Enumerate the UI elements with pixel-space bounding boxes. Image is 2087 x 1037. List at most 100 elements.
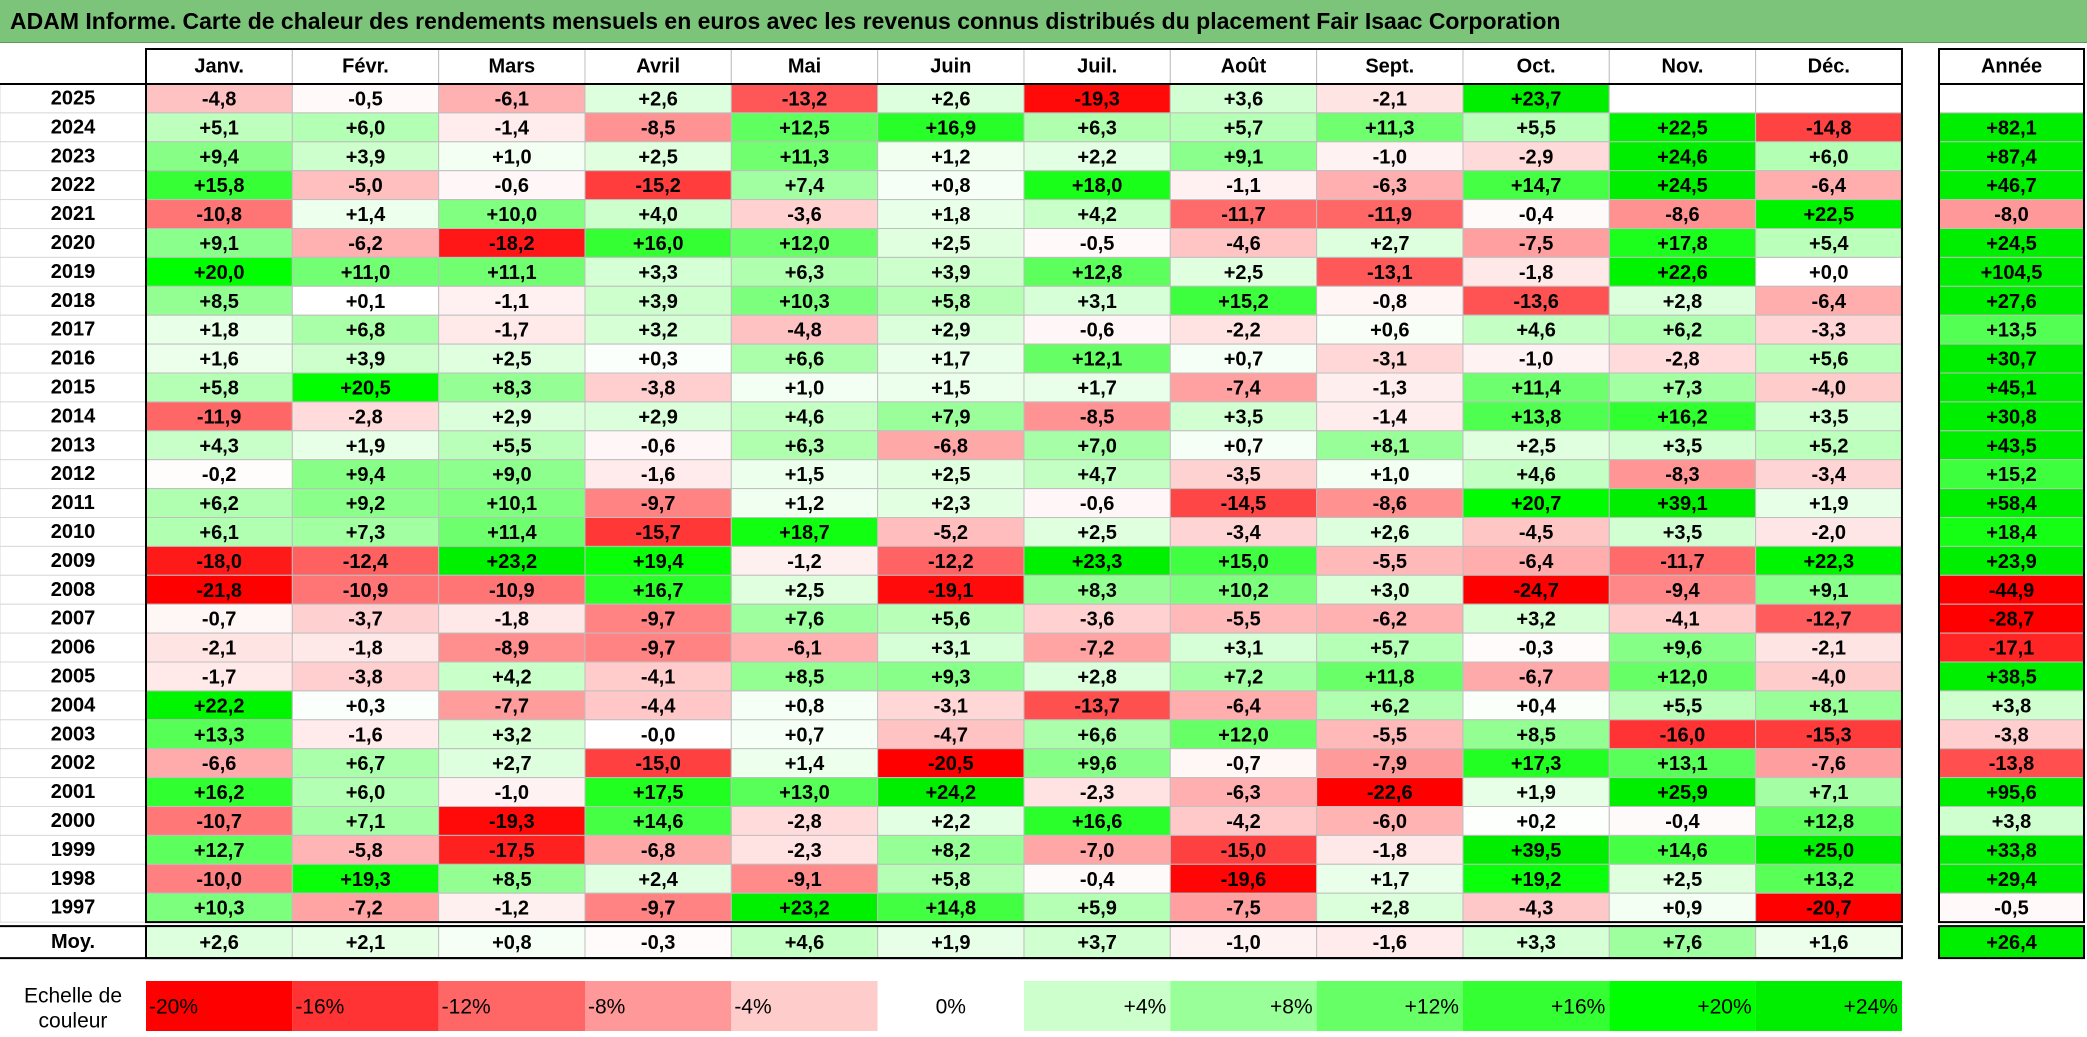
heatmap-cell bbox=[730, 748, 879, 779]
heatmap-cell-value: +9,3 bbox=[931, 666, 970, 688]
heatmap-cell-value: -16,0 bbox=[1660, 724, 1706, 746]
heatmap-cell bbox=[1462, 719, 1610, 750]
color-scale-stop-label: -12% bbox=[442, 996, 491, 1019]
heatmap-cell-value: -6,4 bbox=[1812, 291, 1847, 313]
heatmap-cell-value: -5,5 bbox=[1373, 551, 1407, 573]
heatmap-cell-value: +5,8 bbox=[931, 291, 970, 313]
heatmap-cell bbox=[291, 545, 440, 576]
heatmap-cell-value: +1,0 bbox=[1370, 464, 1409, 486]
heatmap-cell-value: +17,8 bbox=[1657, 233, 1708, 255]
annual-cell bbox=[1938, 141, 2085, 172]
heatmap-cell bbox=[438, 199, 586, 230]
heatmap-cell-value: +3,2 bbox=[1516, 609, 1555, 631]
heatmap-cell-value: -1,7 bbox=[495, 320, 529, 342]
heatmap-cell-value: -9,4 bbox=[1665, 580, 1700, 602]
heatmap-cell-value: -1,1 bbox=[495, 291, 529, 313]
heatmap-cell-value: +1,8 bbox=[199, 320, 238, 342]
heatmap-cell bbox=[438, 834, 586, 865]
heatmap-cell bbox=[730, 574, 879, 605]
heatmap-cell-value: -0,7 bbox=[1226, 753, 1260, 775]
heatmap-cell-value: +22,6 bbox=[1657, 262, 1708, 284]
heatmap-cell-value: +10,3 bbox=[194, 898, 245, 920]
heatmap-cell-value: +9,1 bbox=[199, 233, 238, 255]
row-year-label: 2024 bbox=[51, 116, 96, 138]
average-cell bbox=[1169, 925, 1318, 959]
heatmap-cell-value: +7,9 bbox=[931, 406, 970, 428]
heatmap-cell-value: +4,0 bbox=[638, 204, 677, 226]
heatmap-cell-value: +12,8 bbox=[1072, 262, 1123, 284]
row-year-label: 2000 bbox=[51, 810, 96, 832]
heatmap-cell-value: +1,9 bbox=[1516, 782, 1555, 804]
heatmap-cell-value: -18,2 bbox=[489, 233, 535, 255]
heatmap-cell-value: +0,3 bbox=[638, 349, 677, 371]
heatmap-cell bbox=[145, 199, 293, 230]
heatmap-cell bbox=[730, 892, 879, 923]
heatmap-cell-value: +7,4 bbox=[785, 175, 825, 197]
heatmap-cell-value: +3,0 bbox=[1370, 580, 1409, 602]
heatmap-cell bbox=[730, 430, 879, 461]
heatmap-cell-value: +9,4 bbox=[346, 464, 386, 486]
heatmap-cell-value: +8,1 bbox=[1809, 695, 1848, 717]
heatmap-cell-value: +16,7 bbox=[633, 580, 684, 602]
heatmap-cell-value: +3,9 bbox=[638, 291, 677, 313]
heatmap-cell-value: -13,7 bbox=[1074, 695, 1120, 717]
heatmap-cell-value: +1,4 bbox=[346, 204, 386, 226]
heatmap-cell-value: -1,8 bbox=[348, 638, 382, 660]
heatmap-cell-value: -6,4 bbox=[1812, 175, 1847, 197]
heatmap-cell-value: +0,1 bbox=[346, 291, 385, 313]
heatmap-cell-value: +3,9 bbox=[346, 146, 385, 168]
heatmap-cell bbox=[584, 834, 732, 865]
row-label-cell bbox=[0, 517, 147, 547]
heatmap-cell bbox=[1169, 430, 1318, 461]
year-column-header-label: Année bbox=[1981, 56, 2042, 78]
heatmap-cell-value: +22,5 bbox=[1657, 117, 1708, 139]
heatmap-cell-value: -6,0 bbox=[1373, 811, 1407, 833]
heatmap-cell bbox=[584, 488, 732, 519]
heatmap-cell-value: -3,5 bbox=[1226, 464, 1260, 486]
heatmap-cell-value: +2,7 bbox=[492, 753, 531, 775]
heatmap-cell bbox=[1023, 256, 1171, 287]
heatmap-cell bbox=[438, 777, 586, 807]
heatmap-cell bbox=[1755, 863, 1903, 894]
row-label-cell bbox=[0, 256, 147, 287]
row-year-label: 2020 bbox=[51, 232, 96, 254]
average-cell-value: +7,6 bbox=[1663, 932, 1702, 954]
heatmap-cell-value: -6,1 bbox=[495, 88, 529, 110]
heatmap-cell-value: +5,7 bbox=[1224, 117, 1263, 139]
annual-cell-value: +33,8 bbox=[1986, 840, 2037, 862]
heatmap-cell-value: +6,7 bbox=[346, 753, 385, 775]
heatmap-cell bbox=[291, 603, 440, 634]
heatmap-cell bbox=[145, 545, 293, 576]
heatmap-cell-value: +5,6 bbox=[1809, 349, 1848, 371]
heatmap-cell bbox=[1462, 285, 1610, 316]
row-label-cell bbox=[0, 83, 147, 114]
heatmap-cell-value: -14,5 bbox=[1221, 493, 1267, 515]
heatmap-cell-value: -4,7 bbox=[934, 724, 968, 746]
heatmap-cell bbox=[291, 170, 440, 201]
heatmap-cell-value: -13,2 bbox=[782, 88, 828, 110]
heatmap-cell bbox=[438, 661, 586, 692]
heatmap-cell bbox=[145, 112, 293, 143]
heatmap-cell bbox=[1462, 806, 1610, 836]
color-scale-label-line1: Echelle de bbox=[24, 985, 122, 1008]
heatmap-cell-value: -0,5 bbox=[348, 88, 382, 110]
column-header-label: Nov. bbox=[1662, 56, 1704, 78]
heatmap-cell bbox=[584, 863, 732, 894]
heatmap-cell bbox=[1169, 834, 1318, 865]
heatmap-cell bbox=[1608, 401, 1757, 432]
heatmap-cell bbox=[730, 401, 879, 432]
heatmap-cell-value: +8,5 bbox=[785, 666, 824, 688]
heatmap-cell-value: +16,0 bbox=[633, 233, 684, 255]
heatmap-cell bbox=[1316, 748, 1464, 779]
annual-cell-value: +13,5 bbox=[1986, 320, 2037, 342]
heatmap-cell-value: +12,8 bbox=[1803, 811, 1854, 833]
average-cell-value: +1,6 bbox=[1809, 932, 1848, 954]
row-label-cell bbox=[0, 545, 147, 576]
heatmap-cell-value: +11,8 bbox=[1365, 666, 1415, 688]
heatmap-cell-value: +0,7 bbox=[1224, 349, 1263, 371]
heatmap-cell bbox=[438, 83, 586, 114]
heatmap-cell bbox=[438, 603, 586, 634]
heatmap-cell-value: -10,8 bbox=[196, 204, 242, 226]
heatmap-cell-value: -2,3 bbox=[787, 840, 821, 862]
